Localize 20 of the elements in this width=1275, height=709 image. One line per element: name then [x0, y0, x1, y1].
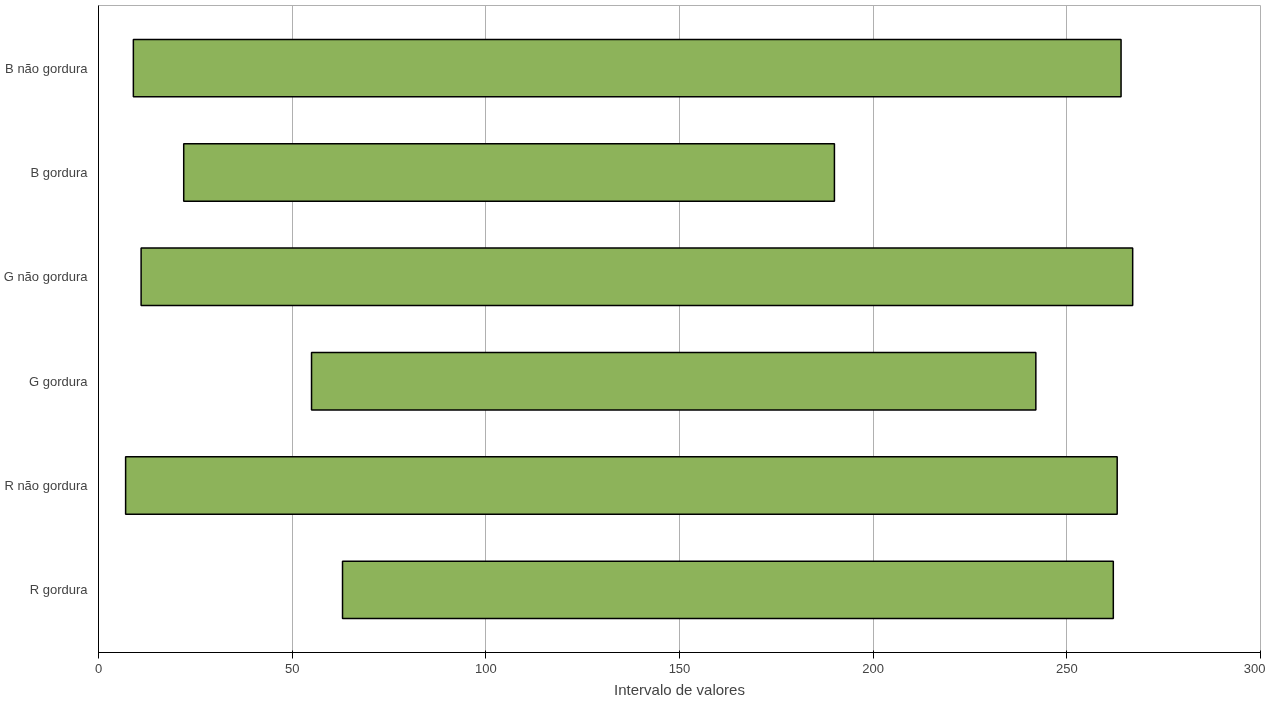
x-tick-label: 250: [1055, 660, 1078, 676]
x-tick-label: 50: [284, 660, 300, 676]
y-tick-label: G não gordura: [3, 269, 89, 285]
bar: [310, 351, 1037, 411]
bar: [124, 456, 1118, 515]
x-axis-title: Intervalo de valores: [614, 680, 745, 698]
y-tick-label: B não gordura: [5, 60, 89, 76]
x-tick-label: 0: [94, 660, 103, 676]
y-tick-label: B gordura: [30, 164, 89, 180]
y-tick-label: R não gordura: [4, 478, 89, 494]
x-tick-label: 200: [862, 660, 885, 676]
y-tick-label: G gordura: [28, 373, 89, 389]
bar: [182, 143, 836, 202]
y-tick-label: R gordura: [29, 582, 89, 598]
x-tick-label: 300: [1243, 660, 1266, 676]
bar: [341, 560, 1115, 620]
bar: [132, 38, 1122, 98]
x-tick-label: 100: [474, 660, 497, 676]
bar: [140, 247, 1134, 307]
x-tick-label: 150: [668, 660, 691, 676]
